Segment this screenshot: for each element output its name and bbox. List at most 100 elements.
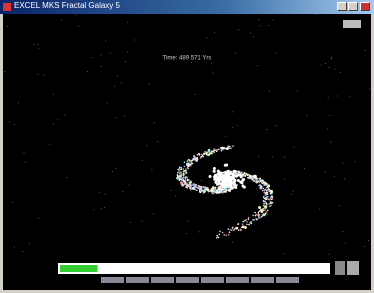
star	[260, 185, 262, 187]
star	[14, 246, 15, 247]
star	[259, 182, 261, 184]
star	[105, 41, 106, 42]
toolbar-button[interactable]	[276, 277, 299, 283]
star	[334, 176, 335, 177]
star	[204, 151, 206, 153]
star	[195, 157, 197, 159]
star	[112, 171, 113, 172]
star	[265, 194, 267, 196]
star	[248, 218, 250, 220]
toolbar-button[interactable]	[126, 277, 149, 283]
star	[183, 180, 185, 182]
star	[208, 151, 210, 153]
star	[306, 115, 307, 116]
star	[183, 171, 185, 173]
star	[202, 156, 204, 158]
star	[266, 183, 268, 185]
star	[263, 200, 265, 202]
maximize-button[interactable]	[348, 2, 358, 11]
star	[259, 217, 261, 219]
star	[220, 147, 222, 149]
star	[276, 125, 277, 126]
star	[200, 189, 202, 191]
star	[200, 186, 202, 188]
star	[190, 189, 192, 191]
star	[267, 210, 269, 212]
star	[206, 37, 207, 38]
star	[232, 173, 235, 176]
star	[233, 182, 236, 185]
star	[92, 57, 93, 58]
star	[221, 180, 224, 183]
star	[272, 20, 273, 21]
tool-icon[interactable]	[347, 261, 359, 275]
star	[127, 51, 128, 52]
toolbar-button[interactable]	[226, 277, 249, 283]
star	[105, 194, 106, 195]
star	[271, 192, 273, 194]
star	[235, 175, 238, 178]
star	[14, 124, 15, 125]
tool-icon[interactable]	[335, 261, 345, 275]
close-button[interactable]	[360, 2, 370, 11]
star	[244, 175, 246, 177]
star	[104, 207, 105, 208]
star	[232, 145, 234, 147]
star	[127, 22, 128, 23]
star	[254, 176, 256, 178]
star	[181, 173, 183, 175]
star	[235, 227, 237, 229]
star	[220, 189, 222, 191]
star	[235, 173, 237, 175]
star	[237, 172, 239, 174]
star	[211, 63, 212, 64]
star	[49, 144, 50, 145]
toolbar-button[interactable]	[201, 277, 224, 283]
star	[252, 219, 254, 221]
star	[214, 174, 217, 177]
star	[191, 62, 192, 63]
star	[189, 187, 191, 189]
toolbar-button[interactable]	[151, 277, 174, 283]
star	[269, 91, 270, 92]
star	[122, 191, 123, 192]
progress-track	[58, 263, 330, 274]
star	[225, 136, 226, 137]
star	[244, 226, 247, 229]
star	[271, 195, 273, 197]
star	[266, 129, 267, 130]
star	[229, 183, 232, 186]
toolbar-button[interactable]	[101, 277, 124, 283]
star	[264, 198, 266, 200]
star	[345, 243, 346, 244]
star	[254, 212, 256, 214]
settings-icon[interactable]	[343, 20, 361, 28]
star	[315, 14, 316, 15]
star	[187, 167, 189, 169]
star	[270, 201, 272, 203]
star	[253, 179, 255, 181]
star	[209, 175, 212, 178]
star	[226, 147, 229, 150]
progress-fill	[60, 265, 98, 272]
minimize-button[interactable]	[337, 2, 347, 11]
star	[188, 184, 190, 186]
star	[9, 121, 10, 122]
star	[205, 189, 207, 191]
toolbar-button[interactable]	[176, 277, 199, 283]
star	[225, 234, 227, 236]
star	[213, 190, 215, 192]
star	[186, 233, 187, 234]
star	[267, 189, 269, 191]
star	[37, 44, 38, 45]
star	[228, 234, 230, 236]
toolbar-button[interactable]	[251, 277, 274, 283]
star	[340, 72, 341, 73]
star	[190, 180, 192, 182]
star	[179, 173, 181, 175]
star	[237, 223, 239, 225]
star	[197, 187, 199, 189]
star	[185, 186, 187, 188]
star	[184, 166, 186, 168]
star	[258, 19, 259, 20]
